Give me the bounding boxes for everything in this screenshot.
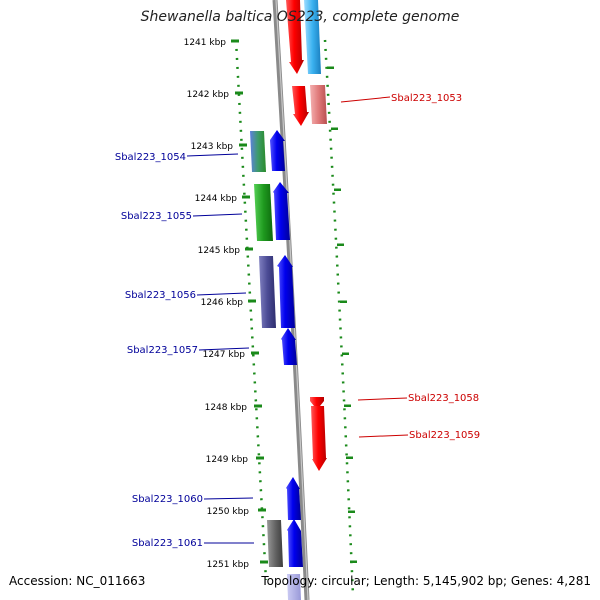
gene-label[interactable]: Sbal223_1056 xyxy=(125,290,196,301)
gene-block[interactable] xyxy=(310,85,327,124)
tick-mark xyxy=(346,456,353,459)
tick-label: 1247 kbp xyxy=(203,350,246,360)
gene-arrow-forward[interactable] xyxy=(287,519,303,567)
gene-label[interactable]: Sbal223_1059 xyxy=(409,430,480,441)
tick-label: 1250 kbp xyxy=(207,507,250,517)
gene-label[interactable]: Sbal223_1061 xyxy=(132,538,203,549)
gene-block[interactable] xyxy=(254,184,273,241)
tick-label: 1245 kbp xyxy=(198,246,241,256)
tick-label: 1243 kbp xyxy=(191,142,234,152)
tick-mark xyxy=(248,299,256,303)
right-minor-ticks xyxy=(327,66,357,563)
ruler: 1241 kbp 1242 kbp 1243 kbp 1244 kbp 1245… xyxy=(184,38,268,570)
gene-label[interactable]: Sbal223_1057 xyxy=(127,345,198,356)
tick-mark xyxy=(344,404,351,407)
tick-mark xyxy=(327,66,334,69)
gene-arrow-forward[interactable] xyxy=(281,328,297,365)
label-leader-line xyxy=(203,497,254,500)
label-leader-line xyxy=(196,292,247,296)
gene-arrow-forward[interactable] xyxy=(270,130,285,171)
tick-mark xyxy=(348,510,355,513)
tick-label: 1248 kbp xyxy=(205,403,248,413)
gene-block[interactable] xyxy=(287,574,301,600)
gene-label[interactable]: Sbal223_1060 xyxy=(132,494,203,505)
gene-arrow-forward[interactable] xyxy=(286,477,301,520)
tick-mark xyxy=(340,300,347,303)
label-leader-line xyxy=(198,347,250,351)
left-gene-labels: Sbal223_1054 Sbal223_1055 Sbal223_1056 S… xyxy=(115,152,254,549)
gene-block[interactable] xyxy=(267,520,283,567)
tick-mark xyxy=(239,143,247,147)
label-leader-line xyxy=(358,434,409,438)
tick-mark xyxy=(350,560,357,563)
gene-arrow-reverse[interactable] xyxy=(311,406,327,471)
features[interactable] xyxy=(250,0,327,600)
gene-label[interactable]: Sbal223_1055 xyxy=(121,211,192,222)
tick-mark xyxy=(331,127,338,130)
tick-label: 1241 kbp xyxy=(184,38,227,48)
left-outer-track xyxy=(234,39,268,581)
gene-arrow-reverse[interactable] xyxy=(292,86,309,126)
tick-mark xyxy=(235,91,243,95)
map-title: Shewanella baltica OS223, complete genom… xyxy=(140,9,460,25)
label-leader-line xyxy=(357,397,408,401)
tick-mark xyxy=(251,351,259,355)
tick-mark xyxy=(231,39,239,43)
gene-arrow-forward[interactable] xyxy=(277,255,295,328)
gene-arrow-reverse[interactable] xyxy=(286,0,304,74)
tick-mark xyxy=(254,404,262,408)
topology-text: Topology: circular; Length: 5,145,902 bp… xyxy=(261,574,591,588)
tick-label: 1244 kbp xyxy=(195,194,238,204)
right-gene-labels: Sbal223_1053 Sbal223_1058 Sbal223_1059 xyxy=(340,93,480,441)
tick-mark xyxy=(342,352,349,355)
tick-mark xyxy=(242,195,250,199)
tick-mark xyxy=(256,456,264,460)
label-leader-line xyxy=(340,96,391,103)
tick-label: 1251 kbp xyxy=(207,560,250,570)
gene-label[interactable]: Sbal223_1053 xyxy=(391,93,462,104)
gene-block[interactable] xyxy=(250,131,266,172)
right-outer-track xyxy=(323,39,355,596)
tick-label: 1246 kbp xyxy=(201,298,244,308)
tick-label: 1242 kbp xyxy=(187,90,230,100)
gene-block[interactable] xyxy=(304,0,321,74)
gene-label[interactable]: Sbal223_1058 xyxy=(408,393,479,404)
label-leader-line xyxy=(186,153,239,157)
accession-text: Accession: NC_011663 xyxy=(9,574,146,588)
tick-mark xyxy=(260,560,268,564)
tick-label: 1249 kbp xyxy=(206,455,249,465)
gene-arrow-forward[interactable] xyxy=(273,182,290,240)
tick-mark xyxy=(245,247,253,251)
label-leader-line xyxy=(192,213,243,217)
gene-block[interactable] xyxy=(259,256,276,328)
tick-mark xyxy=(258,508,266,512)
gene-label[interactable]: Sbal223_1054 xyxy=(115,152,186,163)
tick-mark xyxy=(337,243,344,246)
tick-mark xyxy=(334,188,341,191)
gene-arrow-reverse[interactable] xyxy=(310,397,324,406)
